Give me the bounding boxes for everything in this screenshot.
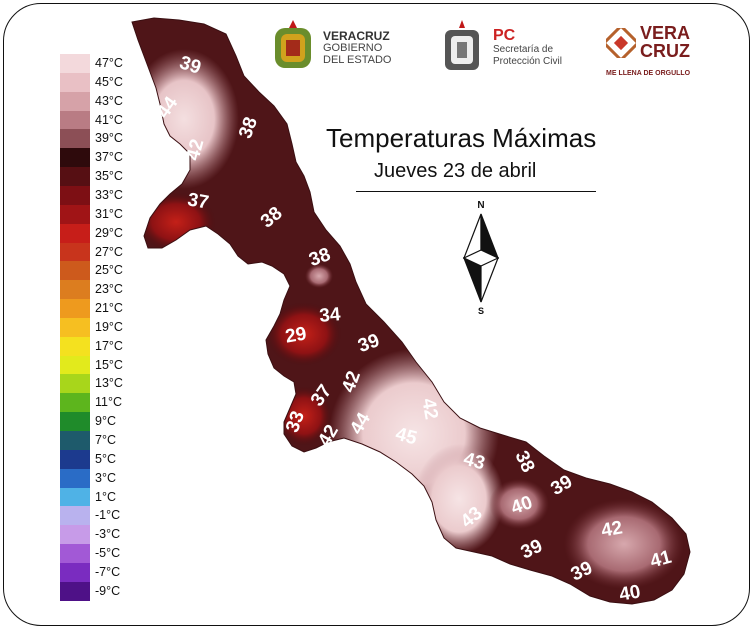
legend-label: -9°C [95,583,121,598]
legend-label: -1°C [95,508,121,523]
legend-label: -7°C [95,564,121,579]
legend-label: 15°C [95,357,123,372]
veracruz-coat-of-arms-icon [275,20,311,68]
legend-swatch [60,449,90,470]
legend-swatch [60,129,90,149]
legend-label: 5°C [95,451,116,466]
map-subtitle: Jueves 23 de abril [374,160,537,182]
legend-label: 1°C [95,489,116,504]
legend-swatch [60,204,90,225]
map-fill [132,18,690,604]
legend-label: 43°C [95,93,123,108]
map-temperature-label: 42 [417,397,441,421]
map-temperature-label: 40 [618,581,642,605]
legend-swatch [60,544,90,564]
shield-icon [445,20,479,70]
legend-label: 47°C [95,56,123,70]
legend-label: 39°C [95,131,123,146]
legend-label: 29°C [95,225,123,240]
legend-swatch [60,72,90,93]
legend-swatch [60,355,90,375]
legend-swatch [60,581,90,602]
logo-proteccion-civil: PC Secretaría de Protección Civil [437,18,577,80]
compass-south-label: S [478,306,484,316]
map-temperature-label: 42 [600,517,624,541]
legend-label: 33°C [95,187,123,202]
legend-swatch [60,91,90,112]
legend-label: 21°C [95,301,123,316]
legend-label: 7°C [95,433,116,447]
veracruz-pattern-icon [606,28,636,58]
legend-swatch [60,431,90,451]
title-divider [356,191,596,192]
legend-swatch [60,393,90,413]
legend-swatch [60,506,90,526]
map-temperature-label: 29 [284,323,308,347]
map-frame: 47°C 45°C 43°C 41°C 39°C 37°C 35°C 33°C 31°C 29°C… [3,3,750,626]
legend-swatch [60,148,90,168]
legend-label: 31°C [95,206,123,221]
logo-veracruz-brand: VERA CRUZ ME LLENA DE ORGULLO [604,18,704,80]
map-title: Temperaturas Máximas [326,123,597,153]
logo-veracruz-gobierno: VERACRUZ GOBIERNO DEL ESTADO [267,18,417,80]
legend-label: -3°C [95,527,121,542]
legend-swatch [60,487,90,507]
legend-label: 13°C [95,376,123,391]
veracruz-brand-text: VERA CRUZ [640,23,691,61]
legend-swatch [60,223,90,243]
veracruz-brand-slogan: ME LLENA DE ORGULLO [606,70,691,77]
legend-swatch [60,468,90,489]
legend-label: 9°C [95,414,116,429]
legend-swatch [60,242,90,262]
legend-label: 25°C [95,263,123,278]
legend-label: 27°C [95,244,123,259]
legend-swatch [60,110,90,130]
legend-label: 11°C [95,395,123,410]
map-temperature-label: 34 [319,304,342,327]
legend-label: 17°C [95,338,123,353]
map-temperature-label: 37 [186,189,210,213]
legend-swatch [60,562,90,583]
proteccion-civil-text: PC Secretaría de Protección Civil [493,27,562,68]
legend-label: 45°C [95,74,123,89]
compass-icon: N S [462,200,500,316]
legend-swatch [60,185,90,206]
legend-label: 3°C [95,470,116,485]
legend-label: -5°C [95,546,121,561]
legend-swatch [60,280,90,300]
legend-swatch [60,412,90,432]
legend-label: 37°C [95,150,123,165]
veracruz-gobierno-text: VERACRUZ GOBIERNO DEL ESTADO [323,29,392,66]
legend-swatch [60,54,90,74]
legend-swatch [60,261,90,281]
legend-swatch [60,374,90,394]
legend-label: 19°C [95,319,123,334]
legend-label: 23°C [95,282,123,297]
compass-north-label: N [477,200,484,211]
legend-swatch [60,317,90,338]
legend-swatch [60,299,90,319]
legend-swatch [60,336,90,357]
legend-label: 41°C [95,112,123,127]
legend-swatch [60,525,90,545]
legend-label: 35°C [95,169,123,184]
legend-swatch [60,167,90,187]
